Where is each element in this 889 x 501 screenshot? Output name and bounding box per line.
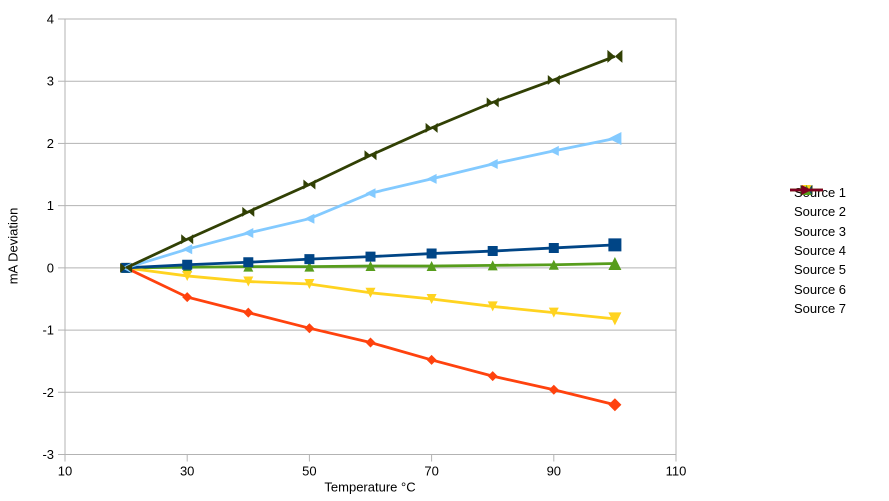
series-markers (121, 238, 622, 273)
y-tick-label: 0 (47, 260, 54, 275)
series-markers (120, 49, 623, 273)
series-source-6 (121, 257, 622, 273)
y-tick-label: -1 (42, 323, 54, 338)
legend-label: Source 2 (794, 204, 847, 220)
axis-ticks (58, 18, 677, 462)
legend-label: Source 6 (794, 281, 847, 297)
x-tick-label: 50 (302, 464, 316, 479)
legend-item-source-6: Source 6 (790, 185, 847, 298)
series-source-2 (121, 131, 622, 273)
plot-border (64, 18, 677, 455)
legend-item-source-7: Source 7 (790, 185, 847, 318)
y-tick-label: 2 (47, 136, 54, 151)
triangle-right-marker-icon (790, 185, 823, 195)
x-tick-label: 10 (58, 464, 72, 479)
tick-labels: -3 -2 -1 0 1 2 3 4 10 30 50 70 90 110 (42, 12, 686, 479)
legend-item-source-2: Source 2 (790, 185, 847, 221)
x-axis-title: Temperature °C (324, 479, 416, 495)
legend-label: Source 3 (794, 223, 847, 239)
y-tick-label: 4 (47, 12, 54, 27)
legend: Source 1 Source 2 Source 3 Source 4 Source 5… (790, 183, 846, 318)
legend-label: Source 7 (794, 300, 847, 316)
legend-item-source-4: Source 4 (790, 185, 847, 260)
series-source-4 (121, 262, 622, 412)
series-markers (121, 257, 622, 273)
legend-item-source-3: Source 3 (790, 185, 847, 241)
legend-item-source-5: Source 5 (790, 185, 847, 279)
series-source-3 (121, 238, 622, 273)
legend-label: Source 5 (794, 262, 847, 278)
series-source-5 (121, 262, 622, 326)
series-line (125, 55, 616, 270)
y-tick-label: -3 (42, 447, 54, 462)
series-source-1 (120, 49, 623, 273)
y-axis-title: mA Deviation (5, 207, 21, 285)
x-tick-label: 30 (180, 464, 194, 479)
series-markers (121, 262, 622, 326)
legend-label: Source 4 (794, 243, 847, 259)
y-tick-label: 3 (47, 74, 54, 89)
y-tick-label: -2 (42, 385, 54, 400)
series-markers (121, 131, 622, 273)
x-tick-label: 70 (424, 464, 438, 479)
y-tick-label: 1 (47, 198, 54, 213)
gridlines (65, 18, 676, 455)
x-tick-label: 90 (547, 464, 561, 479)
x-tick-label: 110 (666, 464, 687, 479)
